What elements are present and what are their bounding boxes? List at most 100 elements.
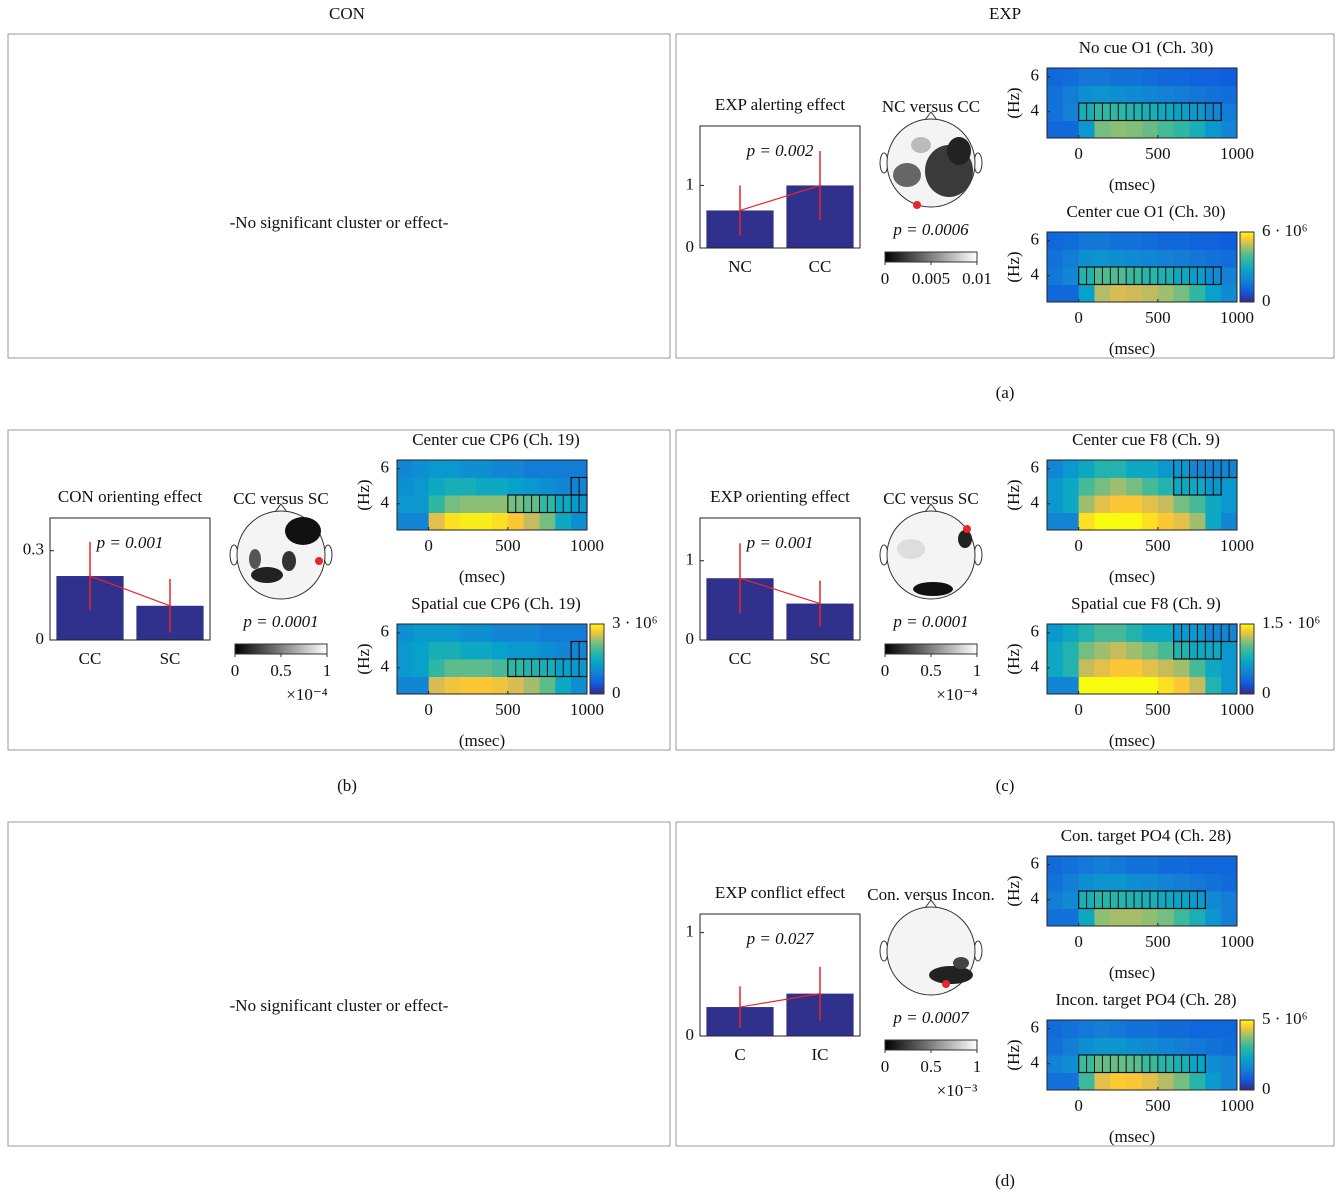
heatmap-cell [1094, 477, 1111, 496]
axes-frame [396, 459, 588, 531]
heatmap-cell [1047, 641, 1064, 660]
x-tick-label: 1000 [1220, 144, 1254, 163]
y-tick-label: 4 [381, 493, 390, 512]
heatmap-cell [1047, 676, 1064, 695]
axes-frame [699, 125, 861, 249]
heatmap-cell [492, 495, 509, 513]
heatmap-cell [1062, 495, 1080, 513]
heatmap-cell [1126, 68, 1143, 86]
heatmap-cell [428, 495, 445, 513]
heatmap-cell [539, 676, 556, 695]
heatmap-cell [1094, 120, 1111, 139]
heatmap-cell [1189, 284, 1206, 303]
heatmap-cell [1205, 1020, 1222, 1038]
heatmap-cell [1062, 460, 1080, 478]
heatmap-cell [1110, 460, 1127, 478]
heatmap-cell [1221, 249, 1238, 268]
heatmap-cell [1110, 659, 1127, 677]
heatmap-cell [412, 676, 430, 695]
heatmap-cell [444, 641, 461, 660]
heatmap-cell [1126, 1072, 1143, 1091]
heatmap-cell [460, 676, 477, 695]
heatmap-cell [476, 676, 493, 695]
colorbar-tick-label: 0 [1262, 1079, 1271, 1098]
heatmap-cell [428, 641, 445, 660]
heatmap-cell [1110, 908, 1127, 927]
heatmap-cell [1062, 659, 1080, 677]
heatmap-cell [507, 460, 525, 478]
y-tick-label: 4 [381, 657, 390, 676]
axes-frame [699, 913, 861, 1037]
heatmap-cell [1047, 1020, 1064, 1038]
heatmap-cell [507, 477, 525, 496]
y-tick-label: 1 [686, 174, 695, 193]
colorbar-tick-label: 0 [612, 683, 621, 702]
y-tick-label: 4 [1031, 493, 1040, 512]
heatmap-cell [1221, 512, 1238, 531]
heatmap-cell [1126, 873, 1143, 892]
heatmap-cell [1142, 641, 1159, 660]
heatmap-cell [1078, 85, 1095, 104]
heatmap-cell [1205, 676, 1222, 695]
x-tick-label: 0 [1074, 536, 1083, 555]
heatmap-cell [523, 641, 540, 660]
x-tick-label: 1000 [1220, 700, 1254, 719]
heatmap-cell [1126, 284, 1143, 303]
heatmap-cell [397, 460, 414, 478]
heatmap-cell [1142, 1020, 1159, 1038]
heatmap-cell [1078, 1020, 1095, 1038]
heatmap-cell [1221, 103, 1238, 121]
x-axis-label: (msec) [1109, 567, 1155, 586]
panel-frame [7, 33, 671, 359]
heatmap-cell [1126, 477, 1143, 496]
y-tick-label: 6 [1031, 854, 1040, 873]
heatmap-cell [1047, 1037, 1064, 1056]
y-tick-label: 0 [686, 629, 695, 648]
x-tick-label: 0 [1074, 1096, 1083, 1115]
heatmap-cell [1094, 232, 1111, 250]
heatmap-cell [444, 460, 461, 478]
colorbar-tick-label: 0.005 [912, 269, 950, 288]
heatmap-cell [1047, 249, 1064, 268]
heatmap-cell [1221, 477, 1238, 496]
heatmap-cell [1047, 460, 1064, 478]
heatmap-cell [1221, 873, 1238, 892]
cluster [1173, 476, 1222, 496]
colorbar-tick-label: 1.5 · 10⁶ [1262, 613, 1320, 632]
heatmap-cell [523, 512, 540, 531]
heatmap-cell [1189, 232, 1206, 250]
heatmap-cell [555, 676, 572, 695]
heatmap-cell [1142, 477, 1159, 496]
x-tick-label: 500 [495, 536, 521, 555]
heatmap-cell [1094, 512, 1111, 531]
x-tick-label: 500 [1145, 700, 1171, 719]
heatmap-title: Spatial cue F8 (Ch. 9) [1071, 594, 1221, 613]
heatmap-cell [1110, 1072, 1127, 1091]
heatmap-cell [476, 477, 493, 496]
heatmap-cell [1094, 284, 1111, 303]
colorbar-scale: ×10⁻⁴ [286, 685, 328, 704]
x-tick-label: 0 [1074, 144, 1083, 163]
heatmap-cell [492, 477, 509, 496]
topo-blob [913, 582, 953, 596]
heatmap-cell [1205, 68, 1222, 86]
heatmap-cell [1094, 856, 1111, 874]
colorbar [1239, 231, 1255, 303]
heatmap-cell [1142, 460, 1159, 478]
heatmap-cell [1094, 1072, 1111, 1091]
heatmap-cell [1094, 641, 1111, 660]
colorbar-tick-label: 0 [881, 1057, 890, 1076]
panel-frame [7, 821, 671, 1147]
y-tick-label: 4 [1031, 1053, 1040, 1072]
x-tick-label: 500 [1145, 536, 1171, 555]
heatmap-cell [1189, 120, 1206, 139]
x-tick-label: 1000 [1220, 536, 1254, 555]
heatmap-cell [1078, 512, 1095, 531]
y-tick-label: 4 [1031, 889, 1040, 908]
heatmap-cell [571, 512, 588, 531]
heatmap-cell [1142, 68, 1159, 86]
axes-frame [699, 517, 861, 641]
heatmap-cell [1110, 856, 1127, 874]
heatmap-cell [1047, 495, 1064, 513]
heatmap-cell [1142, 495, 1159, 513]
